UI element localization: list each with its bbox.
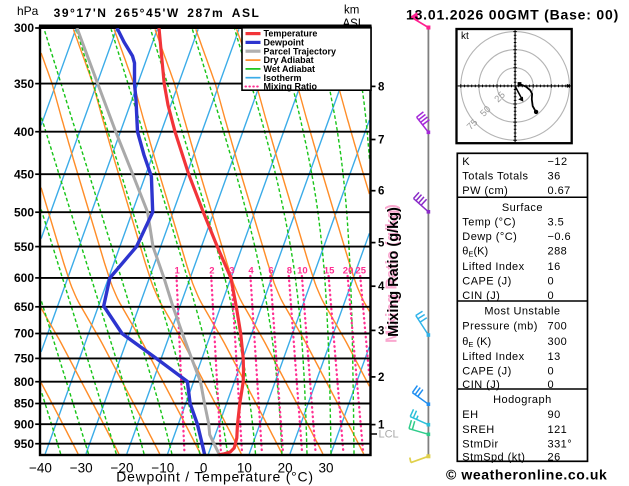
svg-text:−40: −40 [29, 461, 52, 476]
svg-text:Mixing Ratio (g/kg): Mixing Ratio (g/kg) [384, 204, 401, 343]
svg-text:K: K [462, 156, 470, 168]
svg-text:6: 6 [378, 186, 384, 198]
svg-text:0: 0 [548, 366, 555, 378]
svg-text:850: 850 [14, 397, 34, 411]
svg-text:90: 90 [548, 409, 561, 421]
svg-text:1: 1 [378, 420, 385, 432]
svg-text:PW (cm): PW (cm) [462, 185, 508, 197]
svg-text:0: 0 [548, 290, 555, 302]
svg-text:Surface: Surface [502, 202, 543, 214]
svg-text:5: 5 [378, 238, 385, 250]
svg-text:900: 900 [14, 417, 34, 431]
svg-text:13.01.2026 00GMT (Base: 00): 13.01.2026 00GMT (Base: 00) [406, 7, 619, 23]
svg-text:10: 10 [237, 461, 252, 476]
svg-text:8: 8 [378, 81, 385, 93]
svg-text:331°: 331° [548, 438, 573, 450]
svg-text:CAPE (J): CAPE (J) [462, 276, 511, 288]
svg-text:Dewpoint: Dewpoint [264, 38, 305, 48]
svg-text:700: 700 [548, 321, 568, 333]
svg-text:750: 750 [14, 352, 34, 366]
svg-text:300: 300 [548, 336, 568, 348]
svg-text:600: 600 [14, 271, 34, 285]
svg-text:Temp (°C): Temp (°C) [462, 216, 516, 228]
svg-text:kt: kt [461, 31, 469, 42]
svg-text:6: 6 [268, 266, 273, 277]
svg-text:Lifted Index: Lifted Index [462, 261, 524, 273]
svg-text:Dewpoint / Temperature (°C): Dewpoint / Temperature (°C) [116, 469, 314, 485]
svg-text:−20: −20 [111, 461, 134, 476]
svg-text:−0.6: −0.6 [548, 231, 572, 243]
svg-text:CAPE (J): CAPE (J) [462, 366, 511, 378]
svg-text:StmDir: StmDir [462, 438, 498, 450]
svg-text:25: 25 [355, 266, 366, 277]
svg-text:−30: −30 [70, 461, 93, 476]
svg-text:Temperature: Temperature [264, 29, 318, 39]
svg-text:4: 4 [248, 266, 254, 277]
svg-text:θE (K): θE (K) [462, 336, 491, 349]
svg-text:15: 15 [324, 266, 335, 277]
svg-text:10: 10 [297, 266, 308, 277]
svg-text:km: km [344, 5, 359, 17]
svg-text:3.5: 3.5 [548, 216, 565, 228]
svg-text:950: 950 [14, 437, 34, 451]
svg-text:800: 800 [14, 375, 34, 389]
svg-text:−12: −12 [548, 156, 568, 168]
svg-text:7: 7 [378, 135, 384, 147]
svg-text:39°17'N 265°45'W 287m ASL: 39°17'N 265°45'W 287m ASL [54, 6, 261, 20]
svg-text:Mixing Ratio (g/kg): Mixing Ratio (g/kg) [386, 207, 402, 337]
svg-text:20: 20 [343, 266, 354, 277]
svg-text:700: 700 [14, 327, 34, 341]
svg-text:500: 500 [14, 205, 34, 219]
svg-text:400: 400 [14, 125, 34, 139]
svg-text:20: 20 [278, 461, 293, 476]
svg-text:hPa: hPa [17, 4, 39, 18]
svg-text:Hodograph: Hodograph [493, 394, 551, 406]
svg-text:4: 4 [378, 281, 385, 293]
svg-text:Dry Adiabat: Dry Adiabat [264, 55, 314, 65]
svg-text:30: 30 [318, 461, 333, 476]
svg-text:550: 550 [14, 240, 34, 254]
svg-text:0: 0 [548, 379, 555, 391]
svg-text:0: 0 [200, 461, 208, 476]
svg-text:CIN (J): CIN (J) [462, 290, 500, 302]
svg-text:1: 1 [175, 266, 181, 277]
svg-text:121: 121 [548, 424, 568, 436]
svg-text:StmSpd (kt): StmSpd (kt) [462, 451, 525, 463]
svg-text:650: 650 [14, 300, 34, 314]
svg-text:2: 2 [209, 266, 214, 277]
svg-text:LCL: LCL [379, 429, 399, 441]
svg-text:0.67: 0.67 [548, 185, 571, 197]
svg-text:350: 350 [14, 77, 34, 91]
svg-text:288: 288 [548, 246, 568, 258]
svg-text:Parcel Trajectory: Parcel Trajectory [264, 46, 337, 56]
svg-text:26: 26 [548, 451, 561, 463]
svg-text:CIN (J): CIN (J) [462, 379, 500, 391]
svg-text:Isotherm: Isotherm [264, 73, 302, 83]
svg-text:Dewp (°C): Dewp (°C) [462, 231, 517, 243]
svg-text:ASL: ASL [343, 18, 365, 30]
svg-text:36: 36 [548, 171, 561, 183]
svg-text:Lifted Index: Lifted Index [462, 351, 524, 363]
svg-text:© weatheronline.co.uk: © weatheronline.co.uk [446, 467, 607, 483]
svg-text:Most Unstable: Most Unstable [484, 306, 560, 318]
svg-text:EH: EH [462, 409, 478, 421]
svg-text:300: 300 [14, 21, 34, 35]
svg-text:13: 13 [548, 351, 561, 363]
svg-text:16: 16 [548, 261, 561, 273]
svg-text:Mixing Ratio: Mixing Ratio [264, 82, 318, 92]
svg-text:−10: −10 [151, 461, 174, 476]
svg-text:450: 450 [14, 167, 34, 181]
svg-text:Totals Totals: Totals Totals [462, 171, 528, 183]
svg-text:Pressure (mb): Pressure (mb) [462, 321, 538, 333]
svg-text:8: 8 [287, 266, 292, 277]
svg-text:θE(K): θE(K) [462, 246, 488, 259]
svg-text:3: 3 [378, 325, 384, 337]
svg-text:Wet Adiabat: Wet Adiabat [264, 64, 316, 74]
svg-text:0: 0 [548, 276, 555, 288]
svg-text:SREH: SREH [462, 424, 494, 436]
svg-text:2: 2 [378, 372, 384, 384]
svg-text:3: 3 [229, 266, 234, 277]
